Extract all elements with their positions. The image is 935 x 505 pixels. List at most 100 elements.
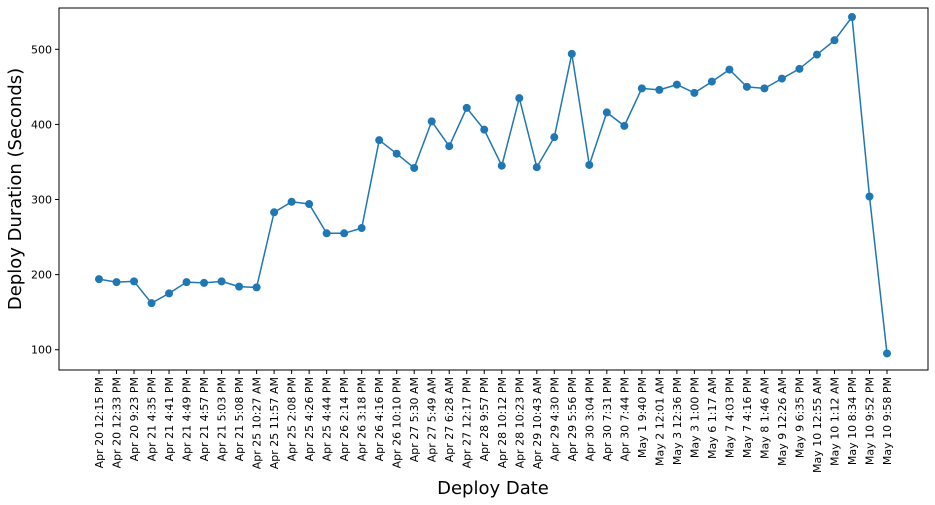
data-point <box>637 84 646 93</box>
data-point <box>235 282 244 291</box>
data-point <box>445 142 454 151</box>
data-point <box>830 36 839 45</box>
data-point <box>847 13 856 22</box>
data-point <box>812 50 821 59</box>
data-point <box>497 161 506 170</box>
data-point <box>707 77 716 86</box>
x-tick-label: May 3 1:00 PM <box>688 377 701 458</box>
data-point <box>147 299 156 308</box>
data-point <box>585 160 594 169</box>
x-axis: Apr 20 12:15 PM Apr 20 12:33 PM Apr 20 9:2… <box>93 370 894 473</box>
x-tick-label: Apr 29 4:30 PM <box>548 377 561 461</box>
y-tick-label: 500 <box>31 43 52 56</box>
data-point <box>252 283 261 292</box>
x-tick-label: Apr 25 4:44 PM <box>321 377 334 461</box>
x-tick-label: Apr 21 5:03 PM <box>216 377 229 461</box>
data-point <box>357 224 366 233</box>
x-tick-label: Apr 20 12:15 PM <box>93 377 106 468</box>
data-point <box>742 82 751 91</box>
data-point <box>427 117 436 126</box>
x-tick-label: May 3 12:36 PM <box>671 377 684 465</box>
data-point <box>865 192 874 201</box>
data-point <box>532 163 541 172</box>
data-point <box>165 289 174 298</box>
data-point <box>112 278 121 287</box>
x-tick-label: Apr 25 11:57 AM <box>268 377 281 469</box>
x-tick-label: May 9 6:35 PM <box>793 377 806 458</box>
data-point <box>883 349 891 358</box>
data-point <box>672 80 681 89</box>
x-tick-label: Apr 28 9:57 PM <box>478 377 491 461</box>
x-tick-label: Apr 21 4:41 PM <box>163 377 176 461</box>
data-point <box>217 277 226 286</box>
plot-area <box>58 7 929 371</box>
x-tick-label: Apr 26 3:18 PM <box>356 377 369 461</box>
x-tick-label: Apr 21 4:57 PM <box>198 377 211 461</box>
data-point <box>375 136 384 145</box>
y-axis-title: Deploy Duration (Seconds) <box>5 68 26 310</box>
data-point <box>620 121 629 130</box>
x-tick-label: Apr 27 6:28 AM <box>443 377 456 462</box>
x-tick-label: Apr 26 4:16 PM <box>373 377 386 461</box>
data-point <box>760 84 769 93</box>
x-tick-label: Apr 28 10:12 PM <box>496 377 509 468</box>
x-tick-label: Apr 30 3:04 PM <box>583 377 596 461</box>
y-tick-label: 100 <box>31 344 52 357</box>
data-point <box>287 197 296 206</box>
data-point <box>410 163 419 172</box>
data-point <box>462 103 471 112</box>
data-point <box>182 278 191 287</box>
x-tick-label: May 10 9:52 PM <box>863 377 876 465</box>
x-tick-label: May 1 9:40 PM <box>636 377 649 458</box>
x-tick-label: May 9 12:26 AM <box>776 377 789 466</box>
data-point <box>305 200 314 209</box>
x-tick-label: May 7 4:03 PM <box>723 377 736 458</box>
y-axis: 100 200 300 400 500 <box>31 43 59 357</box>
x-tick-label: May 10 12:55 AM <box>811 377 824 473</box>
x-tick-label: Apr 21 4:35 PM <box>146 377 159 461</box>
data-point <box>602 108 611 117</box>
data-point <box>550 133 559 142</box>
x-tick-label: Apr 20 12:33 PM <box>111 377 124 468</box>
data-point <box>795 64 804 73</box>
x-axis-title: Deploy Date <box>437 478 549 499</box>
x-tick-label: Apr 29 5:56 PM <box>566 377 579 461</box>
x-tick-label: May 10 1:12 AM <box>828 377 841 466</box>
data-point <box>777 74 786 83</box>
x-tick-label: May 7 4:16 PM <box>741 377 754 458</box>
x-tick-label: Apr 20 9:23 PM <box>128 377 141 461</box>
x-tick-label: Apr 30 7:31 PM <box>601 377 614 461</box>
data-point <box>340 229 349 238</box>
data-point <box>392 149 401 158</box>
data-point <box>130 277 139 286</box>
x-tick-label: Apr 25 2:08 PM <box>286 377 299 461</box>
x-tick-label: Apr 29 10:43 AM <box>531 377 544 469</box>
x-tick-label: Apr 27 5:49 AM <box>426 377 439 462</box>
x-tick-label: May 2 12:01 AM <box>653 377 666 466</box>
x-tick-label: Apr 21 4:49 PM <box>181 377 194 461</box>
data-point <box>690 88 699 97</box>
x-tick-label: Apr 26 2:14 PM <box>338 377 351 461</box>
data-point <box>200 278 209 287</box>
x-tick-label: Apr 27 5:30 AM <box>408 377 421 462</box>
x-tick-label: Apr 25 4:26 PM <box>303 377 316 461</box>
data-point <box>270 208 279 217</box>
x-tick-label: Apr 21 5:08 PM <box>233 377 246 461</box>
x-tick-label: May 10 8:34 PM <box>846 377 859 465</box>
data-point <box>322 229 331 238</box>
y-tick-label: 200 <box>31 269 52 282</box>
x-tick-label: Apr 26 10:10 PM <box>391 377 404 468</box>
y-tick-label: 400 <box>31 118 52 131</box>
x-tick-label: Apr 30 7:44 PM <box>618 377 631 461</box>
series-line <box>98 15 888 354</box>
data-point <box>725 65 734 74</box>
x-tick-label: Apr 27 12:17 PM <box>461 377 474 468</box>
x-tick-label: May 6 1:17 AM <box>706 377 719 459</box>
x-tick-label: May 8 1:46 AM <box>758 377 771 459</box>
data-point <box>480 125 489 134</box>
series-group <box>95 13 891 358</box>
data-point <box>515 94 524 103</box>
data-point <box>567 49 576 58</box>
data-point <box>95 275 103 284</box>
